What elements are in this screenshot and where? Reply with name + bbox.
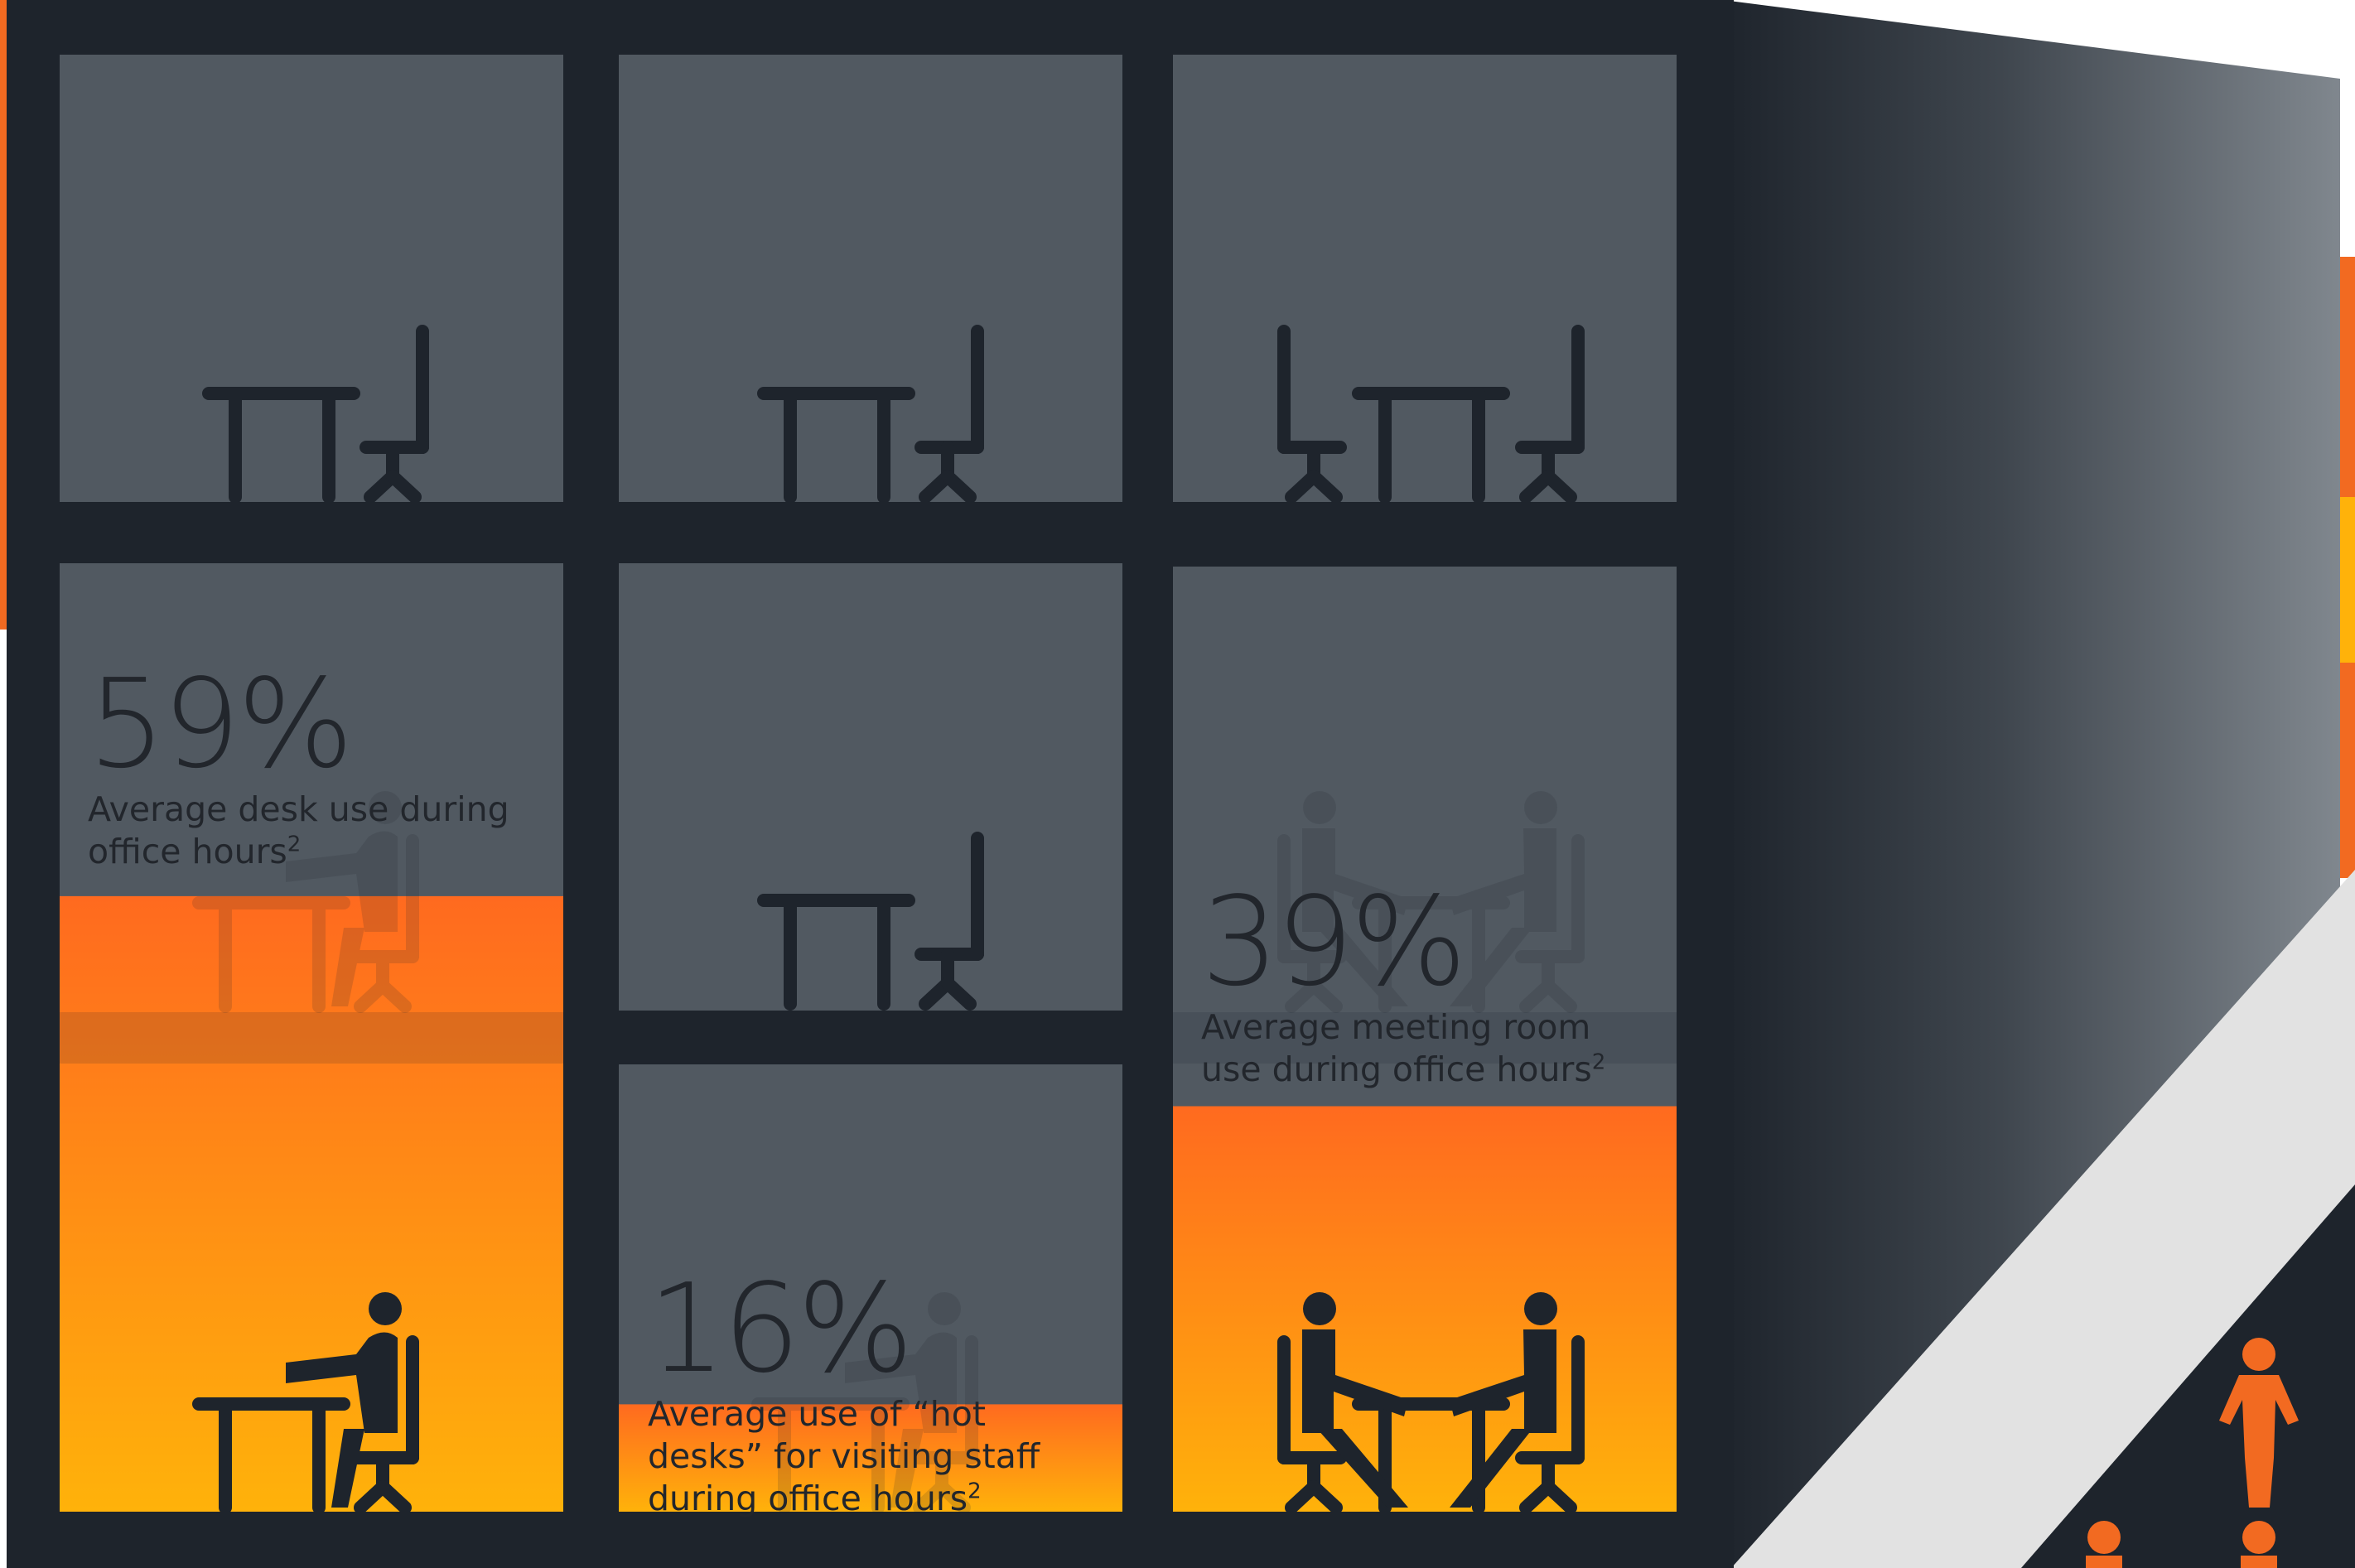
meeting-room-use-fill xyxy=(1173,1106,1677,1512)
room-mid-middle xyxy=(619,563,1122,1011)
hot-desk-use-fill xyxy=(619,1404,1122,1512)
desk-use-fill xyxy=(60,895,563,1512)
meeting-room-use-percent: 39% xyxy=(1201,871,1467,1013)
room-top-left xyxy=(60,55,563,502)
standing-person-icon xyxy=(2086,1521,2277,1568)
hot-desk-use-percent: 16% xyxy=(648,1257,914,1400)
hot-desk-use-stat: 16% Average use of “hot desks” for visit… xyxy=(648,1267,1095,1520)
room-top-right xyxy=(1173,55,1677,502)
hot-desk-use-label: Average use of “hot desks” for visiting … xyxy=(648,1394,1040,1518)
floor-band-left xyxy=(60,1012,563,1064)
meeting-room-use-stat: 39% Average meeting room use during offi… xyxy=(1201,880,1640,1091)
standing-person-icon xyxy=(2219,1338,2299,1508)
footnote-marker: 2 xyxy=(968,1479,982,1504)
desk-use-percent: 59% xyxy=(88,653,354,795)
room-top-middle xyxy=(619,55,1122,502)
desk-use-stat: 59% Average desk use during office hours… xyxy=(88,663,552,873)
floor-band-right xyxy=(1173,1012,1677,1064)
desk-use-label: Average desk use during office hours xyxy=(88,789,509,871)
meeting-room-use-label: Average meeting room use during office h… xyxy=(1201,1007,1592,1089)
footnote-marker: 2 xyxy=(287,832,302,857)
footnote-marker: 2 xyxy=(1591,1049,1606,1075)
